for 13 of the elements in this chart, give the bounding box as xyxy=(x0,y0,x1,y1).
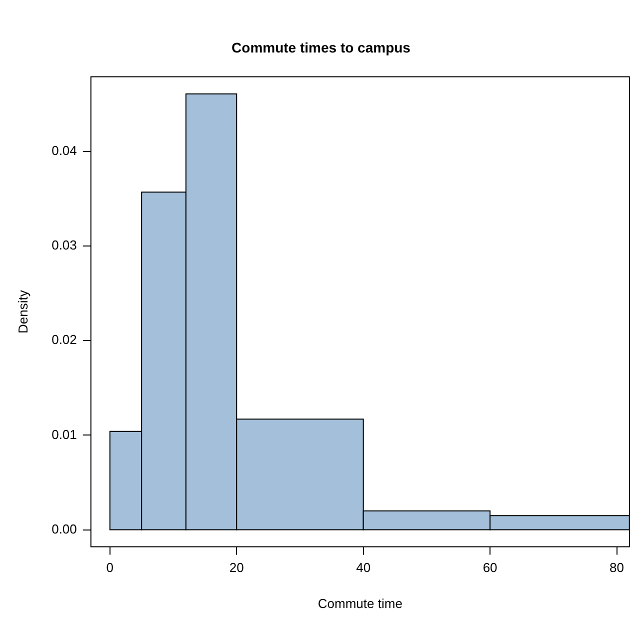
x-axis-title: Commute time xyxy=(318,596,402,611)
y-tick-label: 0.03 xyxy=(52,238,77,253)
x-tick-label: 20 xyxy=(229,560,244,576)
y-axis-title: Density xyxy=(15,290,30,334)
x-tick-label: 80 xyxy=(610,560,624,576)
y-tick-label: 0.00 xyxy=(52,521,77,536)
x-tick-label: 0 xyxy=(106,560,114,576)
chart-title: Commute times to campus xyxy=(232,39,411,56)
y-tick-label: 0.01 xyxy=(52,426,77,442)
y-tick-label: 0.04 xyxy=(52,143,77,158)
x-tick-label: 60 xyxy=(482,560,498,576)
y-tick-label: 0.02 xyxy=(52,332,77,348)
x-tick-label: 40 xyxy=(356,560,371,576)
